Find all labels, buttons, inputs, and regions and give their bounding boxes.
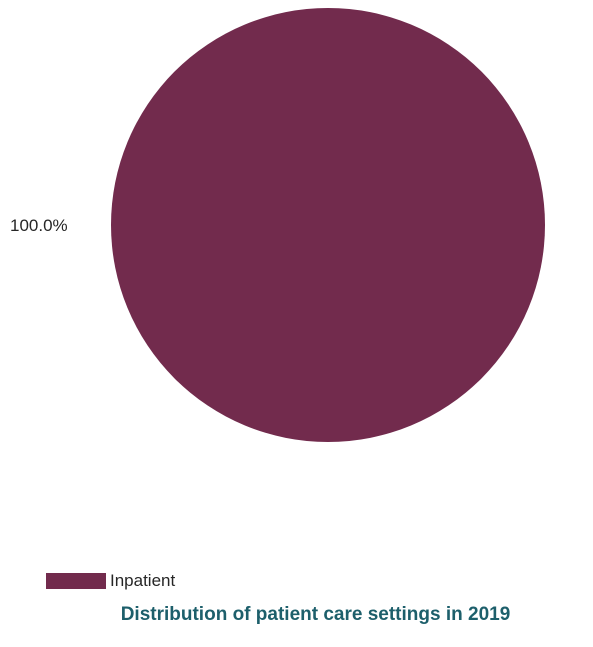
data-label-inpatient: 100.0% bbox=[10, 216, 68, 235]
legend: Inpatient bbox=[46, 571, 175, 591]
chart-area: 100.0% bbox=[10, 8, 545, 442]
legend-swatch-inpatient bbox=[46, 573, 106, 589]
pie-slice-inpatient bbox=[111, 8, 545, 442]
pie-chart: 100.0% bbox=[10, 8, 545, 442]
legend-label-inpatient: Inpatient bbox=[110, 571, 176, 590]
chart-title: Distribution of patient care settings in… bbox=[120, 604, 511, 625]
